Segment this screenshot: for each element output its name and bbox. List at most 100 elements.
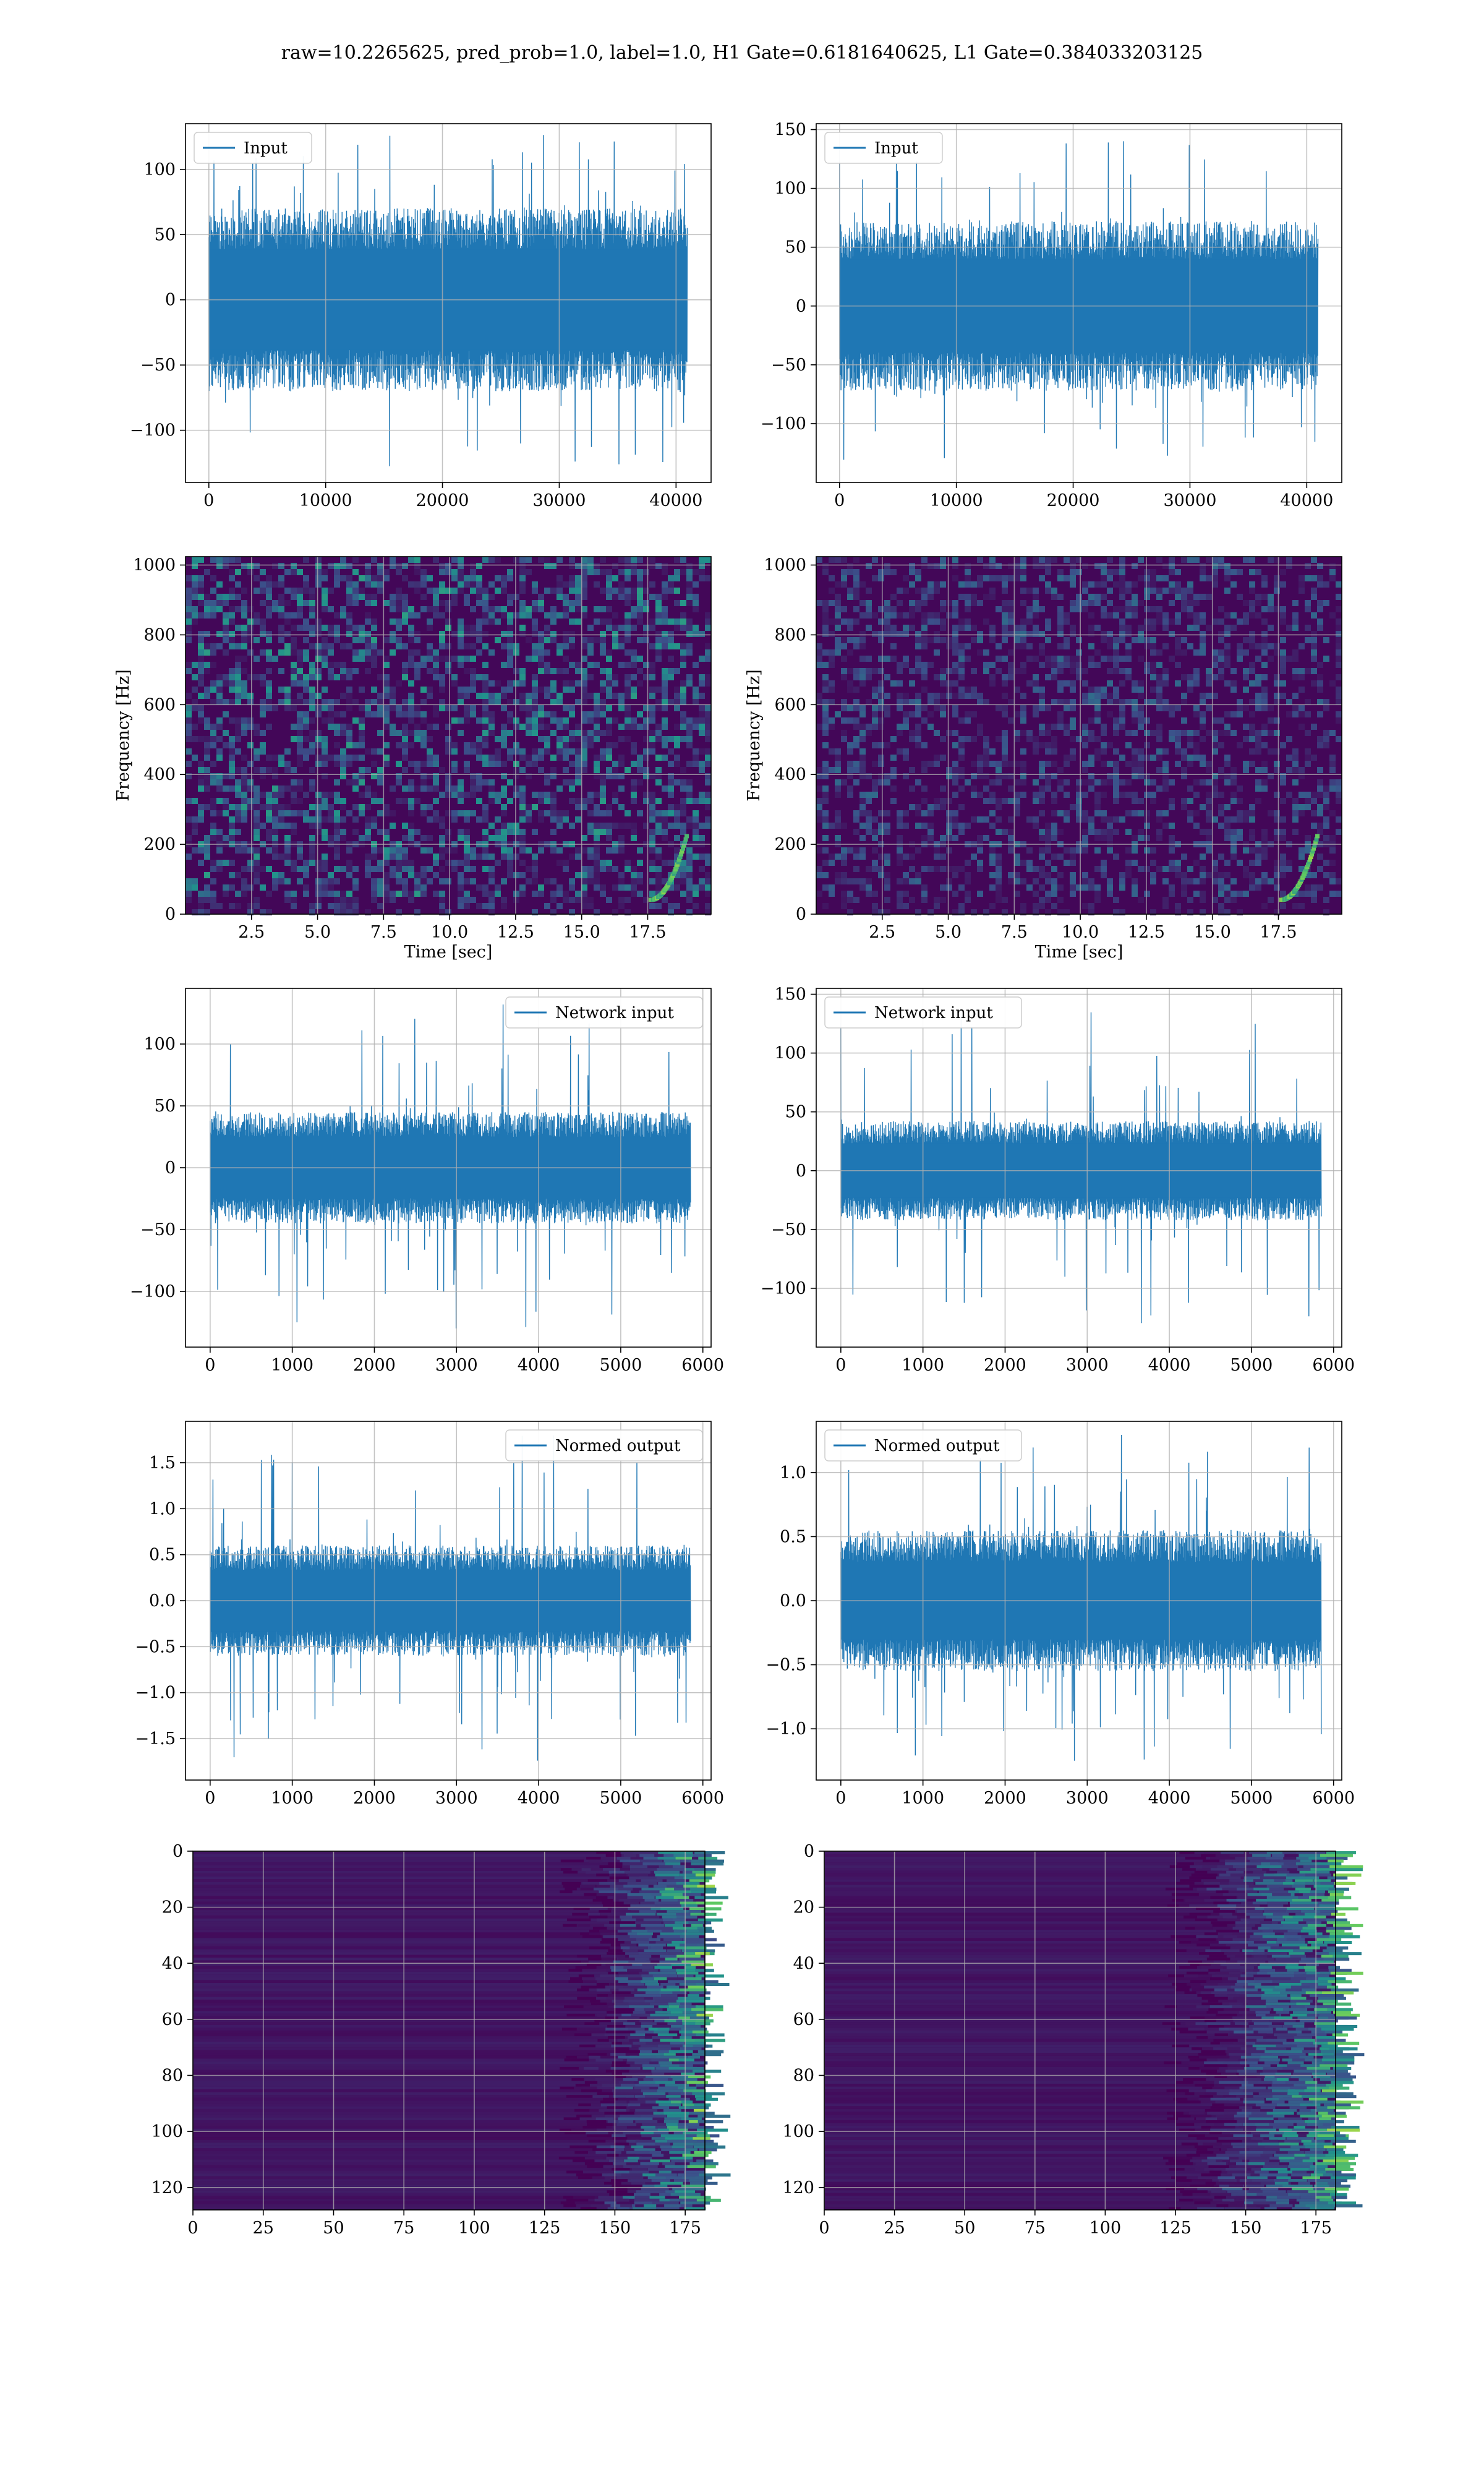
spec-l1-cell — [1026, 884, 1033, 891]
spec-l1-cell — [1274, 649, 1280, 656]
spec-h1-cell — [365, 649, 371, 656]
spec-h1-cell — [513, 649, 519, 656]
spec-l1-cell — [1193, 792, 1200, 798]
spec-h1-cell — [340, 668, 346, 674]
spec-l1-cell — [1274, 866, 1280, 872]
spec-l1-cell — [1187, 730, 1193, 736]
spec-l1-cell — [1336, 637, 1342, 643]
spec-h1-cell — [470, 705, 476, 711]
spec-l1-cell — [909, 699, 915, 705]
spec-h1-cell — [495, 588, 501, 594]
spec-h1-cell — [402, 724, 408, 730]
spec-l1-cell — [1206, 625, 1212, 631]
spec-l1-cell — [1070, 581, 1076, 588]
spec-l1-cell — [965, 581, 971, 588]
spec-l1-chirp-cell — [1311, 846, 1316, 851]
spec-h1-cell — [334, 835, 340, 841]
spec-l1-cell — [1113, 649, 1119, 656]
spec-l1-cell — [1249, 810, 1255, 816]
spec-h1-ytick-label: 400 — [143, 765, 176, 784]
spec-h1-cell — [513, 612, 519, 618]
spec-l1-cell — [1193, 779, 1200, 785]
spec-l1-cell — [1101, 730, 1107, 736]
spec-h1-cell — [254, 575, 260, 581]
spec-h1-cell — [383, 872, 390, 878]
spec-h1-cell — [575, 662, 581, 668]
spec-l1-cell — [1280, 816, 1286, 823]
spec-h1-cell — [662, 829, 668, 835]
spec-h1-cell — [297, 866, 303, 872]
spec-l1-cell — [996, 897, 1002, 903]
spec-h1-cell — [612, 612, 618, 618]
spec-h1-cell — [649, 717, 655, 724]
spec-l1-cell — [1070, 748, 1076, 755]
spec-h1-cell — [519, 891, 526, 897]
spec-h1-cell — [433, 668, 439, 674]
spec-h1-cell — [556, 724, 563, 730]
spec-l1-cell — [1336, 618, 1342, 625]
spec-l1-cell — [940, 618, 946, 625]
spec-l1-cell — [1020, 860, 1026, 866]
spec-h1-cell — [631, 878, 637, 884]
spec-l1-cell — [853, 594, 859, 600]
spec-h1-cell — [581, 736, 587, 742]
spec-l1-cell — [1224, 773, 1230, 779]
spec-l1-cell — [915, 711, 921, 717]
spec-h1-cell — [260, 680, 266, 687]
spec-h1-cell — [390, 606, 396, 612]
spec-l1-cell — [1008, 606, 1014, 612]
spec-h1-cell — [297, 730, 303, 736]
spec-h1-cell — [309, 662, 315, 668]
spec-h1-cell — [352, 557, 359, 563]
spec-h1-cell — [606, 860, 612, 866]
spec-h1-cell — [575, 699, 581, 705]
spec-l1-cell — [1045, 872, 1051, 878]
spec-h1-cell — [365, 823, 371, 829]
spec-h1-cell — [346, 810, 352, 816]
spec-h1-cell — [371, 711, 377, 717]
spec-h1-cell — [686, 680, 693, 687]
spec-l1-cell — [1261, 730, 1268, 736]
spec-l1-cell — [1224, 891, 1230, 897]
spec-h1-cell — [210, 687, 216, 693]
spec-h1-cell — [278, 854, 284, 860]
spec-h1-cell — [655, 699, 662, 705]
spec-h1-cell — [328, 631, 334, 637]
spec-h1-cell — [668, 884, 674, 891]
spec-l1-cell — [1261, 829, 1268, 835]
spec-l1-cell — [1336, 643, 1342, 649]
spec-l1-cell — [1311, 680, 1317, 687]
spec-h1-cell — [600, 557, 606, 563]
spec-h1-cell — [495, 618, 501, 625]
spec-l1-cell — [927, 909, 934, 915]
spec-h1-cell — [668, 860, 674, 866]
spec-l1-cell — [1020, 668, 1026, 674]
spec-l1-cell — [890, 594, 897, 600]
spec-l1-cell — [952, 823, 958, 829]
spec-l1-cell — [915, 656, 921, 662]
spec-l1-cell — [1039, 897, 1045, 903]
spec-l1-cell — [872, 829, 878, 835]
spec-l1-cell — [1218, 773, 1224, 779]
spec-h1-cell — [470, 785, 476, 792]
spec-l1-cell — [1329, 730, 1336, 736]
spec-h1-cell — [291, 563, 297, 569]
spec-h1-cell — [594, 618, 600, 625]
spec-l1-cell — [1286, 656, 1292, 662]
spec-h1-cell — [291, 668, 297, 674]
spec-h1-chirp-cell — [674, 865, 679, 870]
spec-h1-cell — [445, 847, 451, 854]
spec-l1-cell — [1051, 699, 1057, 705]
spec-h1-cell — [625, 736, 631, 742]
spec-h1-cell — [235, 693, 241, 699]
spec-h1-cell — [649, 816, 655, 823]
spec-l1-cell — [1305, 606, 1311, 612]
spec-l1-cell — [989, 575, 996, 581]
spec-h1-cell — [674, 810, 680, 816]
spec-h1-cell — [383, 575, 390, 581]
spec-h1-xtick-label: 7.5 — [370, 923, 397, 942]
spec-l1-cell — [859, 773, 866, 779]
spec-h1-cell — [464, 854, 470, 860]
spec-l1-cell — [1064, 557, 1070, 563]
